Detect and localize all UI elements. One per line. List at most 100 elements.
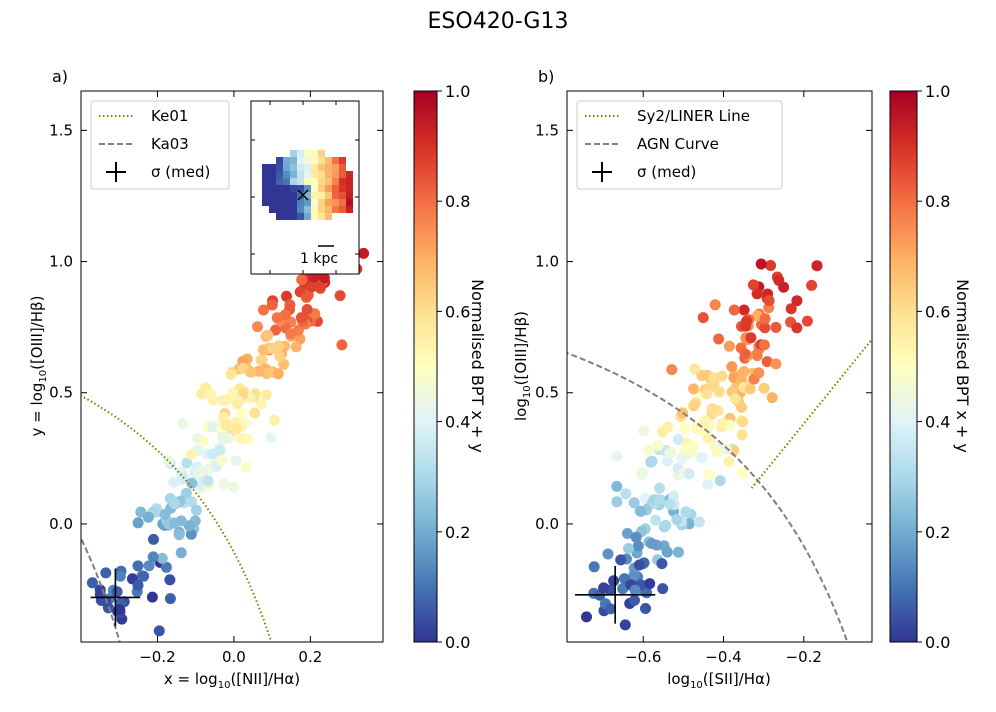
legend-sy2-text: Sy2/LINER Line bbox=[637, 107, 750, 125]
colorbar-a-label: Normalised BPT x + y bbox=[468, 279, 487, 453]
scatter-point bbox=[290, 341, 302, 353]
inset-pixel bbox=[311, 171, 318, 178]
scatter-point bbox=[191, 432, 203, 444]
inset-pixel bbox=[332, 206, 339, 213]
scatter-point bbox=[190, 504, 202, 516]
inset-pixel bbox=[283, 206, 290, 213]
inset-pixel bbox=[318, 164, 325, 171]
scatter-point bbox=[181, 457, 193, 469]
inset-pixel bbox=[297, 213, 304, 220]
scatter-point bbox=[738, 366, 750, 377]
scatter-point bbox=[173, 529, 185, 541]
inset-pixel bbox=[346, 185, 353, 192]
inset-pixel bbox=[311, 178, 318, 185]
scatter-point bbox=[653, 494, 665, 506]
inset-pixel bbox=[325, 199, 332, 206]
scatter-point bbox=[168, 476, 180, 488]
inset-scale-label: 1 kpc bbox=[300, 251, 338, 267]
scatter-point bbox=[100, 567, 112, 579]
panel-a-xlabel: x = log10([NII]/Hα) bbox=[164, 670, 300, 691]
scatter-point bbox=[702, 479, 714, 491]
scatter-point bbox=[654, 482, 665, 494]
colorbar-tick-label: 0.8 bbox=[445, 192, 470, 211]
agn-curve bbox=[567, 351, 849, 642]
inset-pixel bbox=[290, 192, 297, 199]
colorbar-tick-label: 0.0 bbox=[445, 633, 470, 652]
inset-pixel bbox=[304, 178, 311, 185]
scatter-point bbox=[765, 260, 777, 271]
scatter-point bbox=[216, 432, 228, 444]
scatter-point bbox=[736, 401, 747, 413]
scatter-point bbox=[666, 364, 678, 376]
scatter-point bbox=[628, 569, 640, 581]
scatter-point bbox=[747, 279, 759, 291]
scatter-point bbox=[295, 312, 307, 324]
panel-b-error-cross bbox=[575, 565, 656, 624]
colorbar-tick-label: 0.6 bbox=[445, 302, 470, 321]
inset-pixel bbox=[311, 192, 318, 199]
scatter-point bbox=[183, 520, 195, 532]
inset-pixel bbox=[276, 213, 283, 220]
scatter-point bbox=[255, 354, 267, 366]
scatter-point bbox=[271, 312, 283, 324]
inset-pixel bbox=[297, 206, 304, 213]
panel-b-points bbox=[581, 258, 823, 631]
scatter-point bbox=[755, 258, 767, 270]
scatter-point bbox=[175, 547, 187, 559]
scatter-point bbox=[111, 586, 123, 598]
colorbar-a-ticks: 0.0 0.2 0.4 0.6 0.8 1.0 bbox=[437, 82, 470, 652]
legend-ka03-text: Ka03 bbox=[151, 135, 189, 153]
scatter-point bbox=[168, 497, 180, 509]
x-tick-label: 0.0 bbox=[222, 648, 246, 666]
scatter-point bbox=[164, 574, 176, 586]
legend-agn-text: AGN Curve bbox=[637, 135, 719, 153]
inset-pixel bbox=[283, 164, 290, 171]
scatter-point bbox=[643, 444, 655, 456]
panel-a-ticks: −0.2 0.0 0.2 0.0 0.5 1.0 1.5 bbox=[49, 91, 383, 666]
scatter-point bbox=[334, 290, 346, 302]
colorbar-tick-label: 0.4 bbox=[445, 413, 470, 432]
inset-pixel bbox=[339, 157, 346, 164]
inset-pixel bbox=[283, 199, 290, 206]
scatter-point bbox=[785, 303, 797, 315]
colorbar-tick-label: 1.0 bbox=[445, 82, 470, 101]
scatter-point bbox=[272, 368, 284, 380]
inset-pixel bbox=[290, 171, 297, 178]
panel-a-label: a) bbox=[52, 67, 68, 86]
inset-pixel bbox=[304, 213, 311, 220]
inset-pixel bbox=[297, 171, 304, 178]
scatter-point bbox=[759, 322, 771, 334]
inset-pixel bbox=[276, 178, 283, 185]
inset-pixel bbox=[283, 171, 290, 178]
scatter-point bbox=[753, 367, 765, 379]
panel-a-legend-box bbox=[90, 100, 230, 190]
scatter-point bbox=[232, 398, 243, 410]
scatter-point bbox=[736, 467, 748, 479]
scatter-point bbox=[268, 414, 280, 426]
scatter-point bbox=[696, 425, 708, 437]
inset-pixel bbox=[332, 192, 339, 199]
scatter-point bbox=[737, 416, 749, 428]
inset-pixel bbox=[276, 206, 283, 213]
x-tick-label: −0.2 bbox=[139, 648, 175, 666]
inset-pixel bbox=[276, 157, 283, 164]
scatter-point bbox=[314, 281, 326, 293]
panel-a-ylabel: y = log10([OIII]/Hβ) bbox=[28, 296, 49, 437]
inset-pixel bbox=[318, 178, 325, 185]
inset-pixel bbox=[339, 171, 346, 178]
scatter-point bbox=[266, 299, 278, 311]
inset-pixel bbox=[290, 178, 297, 185]
panel-a-points bbox=[86, 247, 370, 637]
scatter-point bbox=[679, 422, 691, 434]
scatter-point bbox=[688, 440, 700, 452]
scatter-point bbox=[270, 324, 281, 336]
inset-pixel bbox=[297, 185, 304, 192]
scatter-point bbox=[281, 290, 292, 302]
inset-pixel bbox=[318, 171, 325, 178]
scatter-point bbox=[662, 421, 674, 433]
inset-pixel bbox=[290, 213, 297, 220]
inset-pixel bbox=[290, 206, 297, 213]
scatter-point bbox=[629, 584, 641, 596]
inset-pixel bbox=[339, 192, 346, 199]
inset-pixel bbox=[262, 178, 269, 185]
